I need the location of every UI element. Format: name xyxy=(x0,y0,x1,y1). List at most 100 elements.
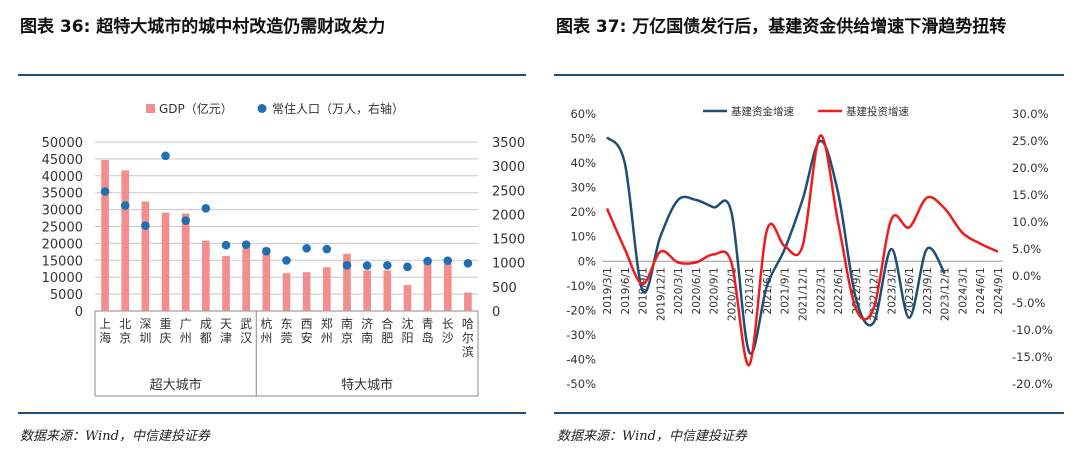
legend-gdp-swatch xyxy=(146,104,155,113)
x-category-label: 成都 xyxy=(200,317,212,345)
x-date-label: 2022/3/1 xyxy=(815,267,827,314)
gdp-bar xyxy=(202,240,210,311)
x-date-label: 2020/3/1 xyxy=(673,267,685,314)
population-point xyxy=(201,203,211,213)
population-point xyxy=(362,261,372,270)
x-category-label: 东莞 xyxy=(280,317,292,345)
x-date-label: 2024/9/1 xyxy=(993,267,1005,314)
left-y-tick-label: 20% xyxy=(570,205,596,219)
x-date-label: 2022/9/1 xyxy=(851,267,863,314)
legend-funds-label: 基建资金增速 xyxy=(731,105,794,118)
gdp-bar xyxy=(343,253,351,311)
gdp-bar xyxy=(363,270,371,311)
right-y-tick-label: 5.0% xyxy=(1012,242,1041,256)
x-category-label: 重庆 xyxy=(160,317,172,345)
x-date-label: 2021/12/1 xyxy=(798,267,810,321)
population-point xyxy=(241,240,251,249)
x-category-label: 青岛 xyxy=(422,317,434,345)
population-point xyxy=(221,240,231,250)
population-point xyxy=(262,246,271,256)
legend-population-label: 常住人口（万人，右轴） xyxy=(272,101,404,116)
left-y-tick-label: 30000 xyxy=(42,204,83,219)
left-chart-caption: 图表 36: 超特大城市的城中村改造仍需财政发力 xyxy=(20,17,386,37)
left-y-tick-label: 60% xyxy=(570,107,596,121)
population-point xyxy=(403,262,412,272)
x-date-label: 2019/3/1 xyxy=(602,267,614,314)
right-y-tick-label: 25.0% xyxy=(1012,134,1049,148)
population-point xyxy=(181,216,191,225)
left-y-tick-label: 50% xyxy=(570,132,596,146)
left-y-tick-label: -20% xyxy=(566,303,596,317)
gdp-bar xyxy=(141,201,150,311)
left-y-tick-label: 45000 xyxy=(42,153,83,168)
gdp-bar xyxy=(242,247,251,311)
right-y-tick-label: 15.0% xyxy=(1012,188,1049,202)
left-y-tick-label: 25000 xyxy=(42,221,83,236)
x-date-label: 2019/12/1 xyxy=(655,267,667,321)
gdp-bar xyxy=(423,260,432,311)
population-point xyxy=(141,221,150,230)
right-y-tick-label: -20.0% xyxy=(1012,377,1053,391)
right-y-tick-label: 500 xyxy=(492,281,517,296)
x-category-label: 武汉 xyxy=(240,317,252,345)
population-point xyxy=(322,244,332,254)
x-date-label: 2023/3/1 xyxy=(886,267,898,314)
gdp-bar xyxy=(322,267,331,311)
population-point xyxy=(282,256,291,265)
left-y-tick-label: -50% xyxy=(566,377,596,391)
left-y-tick-label: 10000 xyxy=(42,271,83,286)
city-gdp-population-chart: 0500010000150002000025000300003500040000… xyxy=(42,101,525,397)
gdp-bar xyxy=(383,270,392,311)
right-y-tick-label: 3500 xyxy=(492,136,525,151)
x-category-label: 长沙 xyxy=(442,317,454,345)
right-y-tick-label: -5.0% xyxy=(1012,296,1045,310)
right-y-tick-label: -10.0% xyxy=(1012,323,1053,337)
right-chart-caption: 图表 37: 万亿国债发行后，基建资金供给增速下滑趋势扭转 xyxy=(556,17,1007,37)
x-category-label: 郑州 xyxy=(321,316,333,345)
legend-invest-label: 基建投资增速 xyxy=(846,105,909,118)
gdp-bar xyxy=(101,160,109,311)
right-y-tick-label: 2500 xyxy=(492,184,525,199)
x-date-label: 2021/6/1 xyxy=(762,267,774,314)
left-y-tick-label: 40000 xyxy=(42,170,83,185)
gdp-bar xyxy=(262,247,271,311)
x-category-label: 天津 xyxy=(220,317,232,345)
group-label: 特大城市 xyxy=(341,377,393,393)
x-category-label: 上海 xyxy=(99,317,111,345)
left-y-tick-label: -40% xyxy=(566,352,596,366)
group-label: 超大城市 xyxy=(150,377,202,393)
gdp-bar xyxy=(222,255,230,311)
left-y-tick-label: 0 xyxy=(75,305,83,320)
x-date-label: 2021/9/1 xyxy=(780,267,792,314)
infra-investment-growth-line xyxy=(605,134,999,367)
right-y-tick-label: 0.0% xyxy=(1012,269,1041,283)
right-source-note: 数据来源：Wind，中信建投证券 xyxy=(557,429,747,444)
gdp-bar xyxy=(443,263,452,311)
x-category-label: 沈阳 xyxy=(401,316,413,345)
right-y-tick-label: 2000 xyxy=(492,208,525,223)
left-y-tick-label: 20000 xyxy=(42,237,83,252)
x-date-label: 2020/9/1 xyxy=(709,267,721,314)
x-date-label: 2020/6/1 xyxy=(691,267,703,314)
left-footer-rule xyxy=(18,412,526,414)
x-date-label: 2022/6/1 xyxy=(833,267,845,314)
infrastructure-growth-chart: -50% -40% -30% -20% -10% 0% 10% 20% 30% 40% 50% 60%… xyxy=(566,105,1052,391)
right-footer-rule xyxy=(554,412,1064,414)
gdp-bar xyxy=(282,273,291,311)
x-date-label: 2024/3/1 xyxy=(957,267,969,314)
x-category-label: 广州 xyxy=(180,317,192,345)
right-y-tick-label: 0 xyxy=(492,305,500,320)
x-date-label: 2024/6/1 xyxy=(975,267,987,314)
gdp-bar xyxy=(403,284,412,311)
population-point xyxy=(382,260,392,270)
right-y-tick-label: 3000 xyxy=(492,160,525,175)
population-point xyxy=(423,256,432,266)
right-y-tick-label: 1500 xyxy=(492,233,525,248)
left-y-tick-label: 15000 xyxy=(42,254,83,269)
chart-legend: 基建资金增速 基建投资增速 xyxy=(703,105,909,118)
x-date-label: 2023/6/1 xyxy=(904,267,916,314)
population-point xyxy=(120,201,130,210)
left-y-tick-label: 40% xyxy=(570,156,596,170)
x-category-label: 杭州 xyxy=(260,316,272,345)
